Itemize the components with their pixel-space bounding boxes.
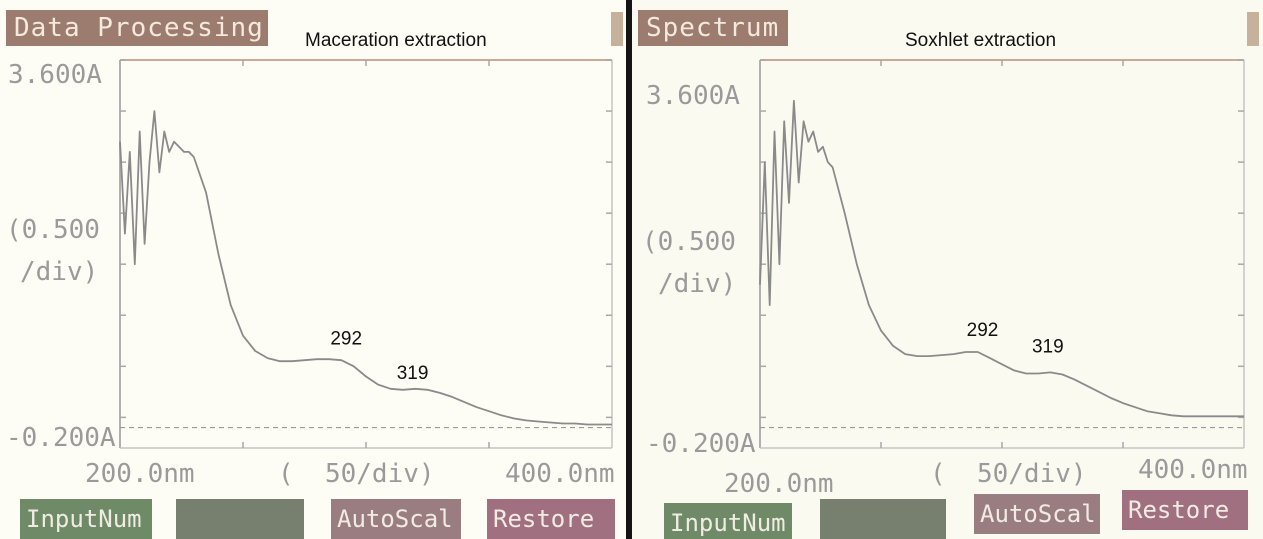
peak-label-319: 319: [397, 363, 429, 384]
y-min-label: -0.200A: [646, 429, 756, 459]
blank-softkey[interactable]: [820, 499, 946, 539]
peak-label-292: 292: [967, 320, 999, 341]
x-min-label: 200.0nm: [85, 459, 195, 489]
x-tick-group: [242, 60, 490, 448]
y-min-label: -0.200A: [6, 423, 116, 453]
mode-tab-spectrum[interactable]: Spectrum: [638, 10, 788, 46]
y-tick-group: [120, 59, 612, 419]
mode-tab-data-processing[interactable]: Data Processing: [6, 10, 268, 46]
y-max-label: 3.600A: [8, 60, 102, 90]
x-max-label: 400.0nm: [1138, 455, 1248, 485]
restore-softkey[interactable]: Restore: [487, 499, 615, 539]
x-max-label: 400.0nm: [505, 459, 615, 489]
y-div-label-line2: /div): [20, 257, 98, 287]
left-spectrum-panel: Data Processing Maceration extraction 3.…: [0, 0, 626, 539]
autoscal-softkey[interactable]: AutoScal: [974, 494, 1100, 534]
y-div-label-line2: /div): [658, 269, 736, 299]
peak-label-319: 319: [1032, 336, 1064, 357]
chart-title: Soxhlet extraction: [905, 30, 1057, 51]
x-min-label: 200.0nm: [724, 469, 834, 499]
side-indicator: [611, 12, 623, 46]
inputnum-softkey[interactable]: InputNum: [20, 499, 152, 539]
right-spectrum-panel: Spectrum Soxhlet extraction 3.600A (0.50…: [632, 0, 1263, 539]
x-div-label: ( 50/div): [278, 459, 435, 489]
inputnum-softkey[interactable]: InputNum: [664, 503, 792, 539]
spectrum-plot: 3.600A (0.500 /div) -0.200A 200.0nm ( 50…: [6, 59, 615, 489]
y-max-label: 3.600A: [646, 81, 740, 111]
x-div-label: ( 50/div): [930, 459, 1087, 489]
spectrum-line: [759, 99, 1244, 418]
y-div-label-line1: (0.500: [6, 215, 100, 245]
y-div-label-line1: (0.500: [642, 227, 736, 257]
autoscal-softkey[interactable]: AutoScal: [331, 499, 461, 539]
restore-softkey[interactable]: Restore: [1122, 490, 1248, 530]
spectrum-line: [119, 110, 612, 426]
x-tick-group: [880, 60, 1124, 448]
chart-title: Maceration extraction: [305, 30, 487, 51]
blank-softkey[interactable]: [176, 499, 304, 539]
side-indicator: [1247, 12, 1259, 46]
peak-label-292: 292: [330, 328, 362, 349]
panel-divider: [626, 0, 632, 539]
spectrum-plot: 3.600A (0.500 /div) -0.200A 200.0nm ( 50…: [642, 59, 1248, 499]
